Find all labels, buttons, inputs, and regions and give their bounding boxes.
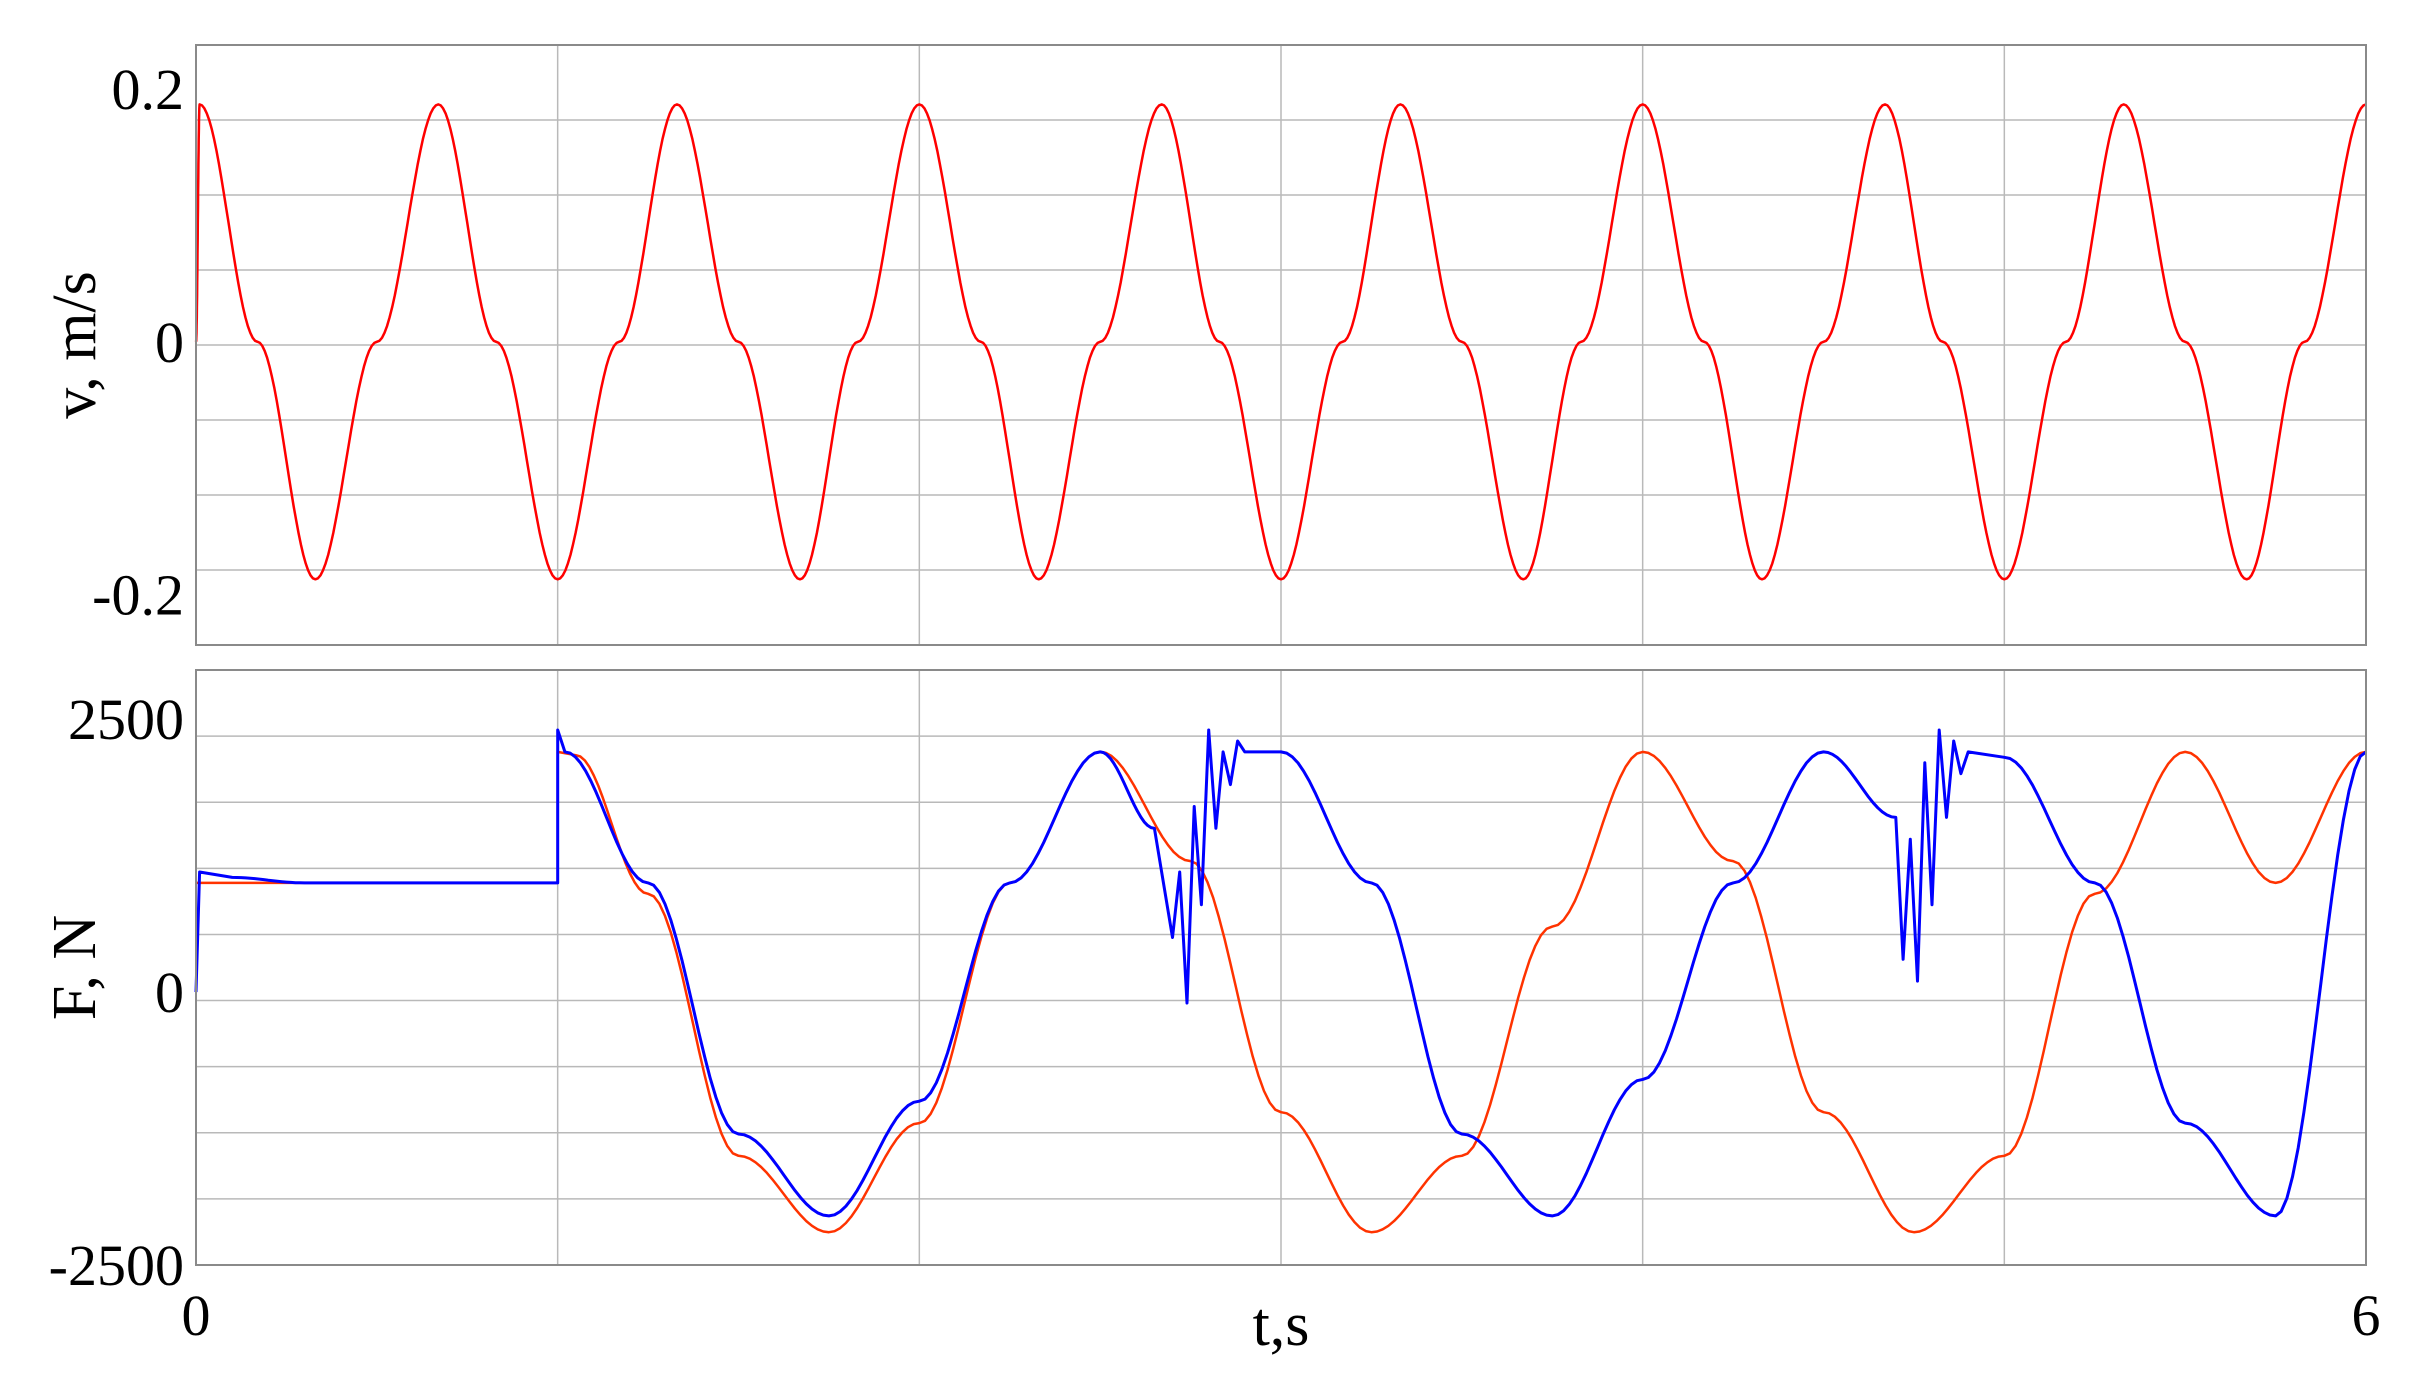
force-y-tick-label: 2500 [68, 687, 184, 752]
force-plot-frame [195, 669, 2367, 1266]
velocity-series [194, 103, 2367, 581]
velocity-plot-frame [195, 44, 2367, 646]
force-y-tick-labels: 2500 0 -2500 [49, 687, 184, 1298]
force-grid [196, 670, 2366, 1265]
velocity-y-tick-label: 0.2 [112, 57, 185, 122]
velocity-y-tick-labels: 0.2 0 -0.2 [92, 57, 184, 627]
force-series-line-0 [196, 750, 2367, 1234]
velocity-y-tick-label: 0 [155, 310, 184, 375]
force-y-tick-label: -2500 [49, 1233, 184, 1298]
velocity-series-line-0 [194, 103, 2367, 581]
velocity-y-axis-label: v, m/s [41, 271, 109, 419]
velocity-y-tick-label: -0.2 [92, 562, 184, 627]
velocity-grid [196, 45, 2366, 645]
force-series-line-1 [194, 728, 2367, 1218]
time-x-tick-label: 0 [182, 1283, 211, 1348]
time-x-tick-label: 6 [2352, 1283, 2381, 1348]
velocity-panel: 0.2 0 -0.2 v, m/s [41, 44, 2367, 646]
force-series [194, 728, 2367, 1234]
force-y-tick-label: 0 [155, 960, 184, 1025]
time-x-axis-label: t,s [1253, 1291, 1310, 1359]
force-y-axis-label: F, N [41, 915, 109, 1020]
